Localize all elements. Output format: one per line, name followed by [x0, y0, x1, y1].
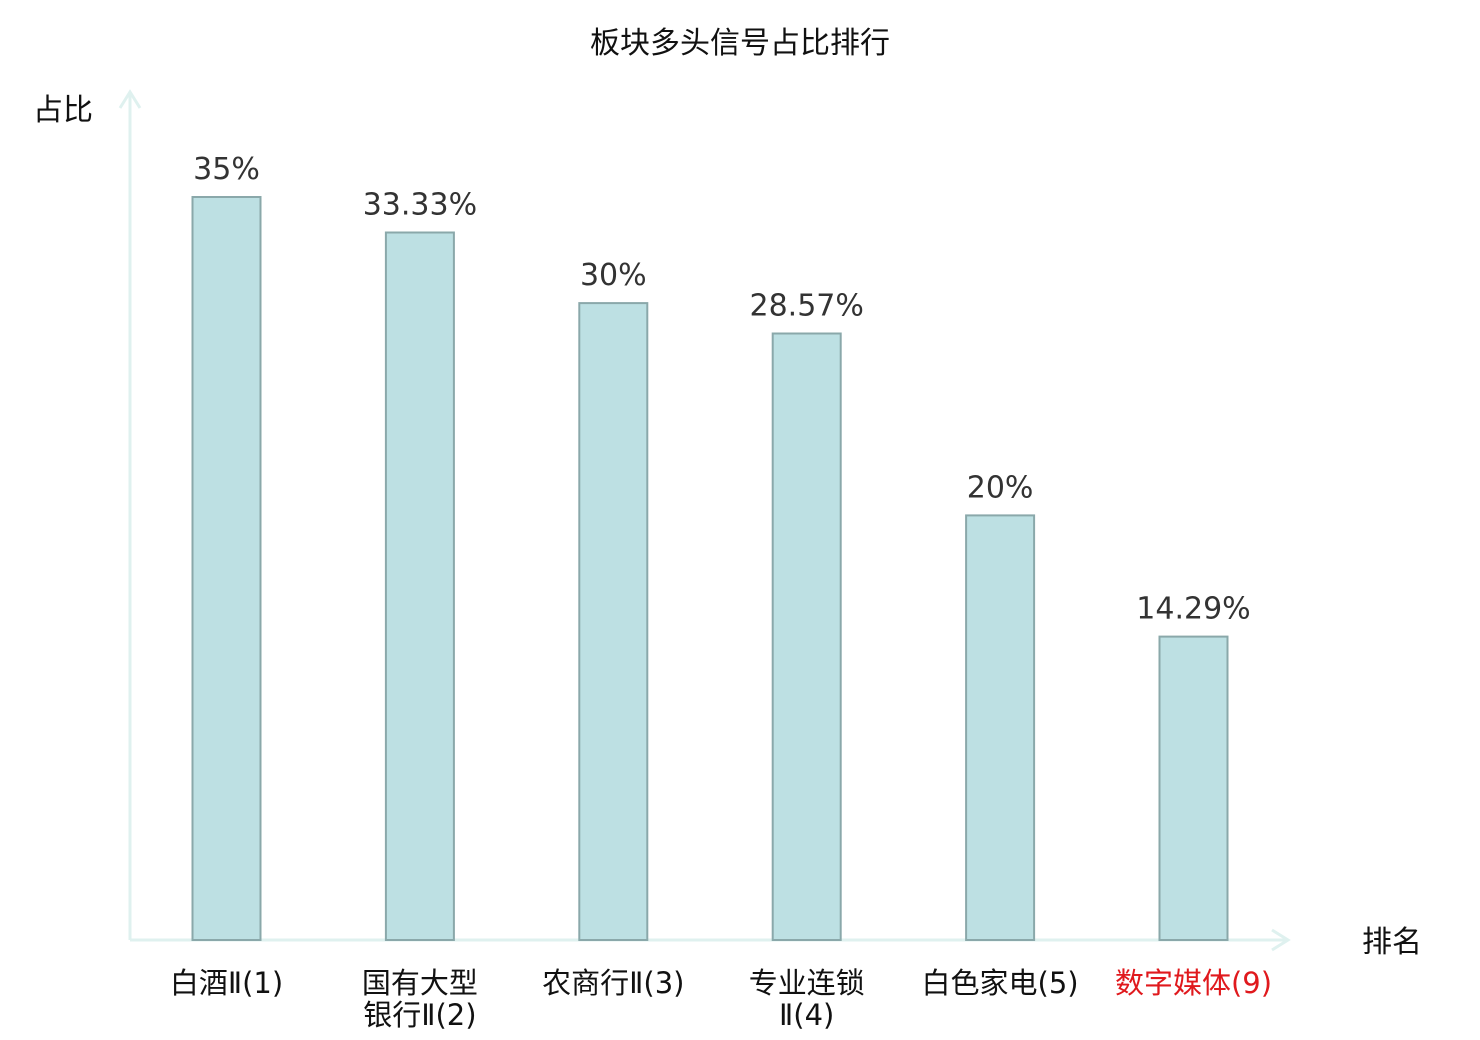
chart-title: 板块多头信号占比排行 — [590, 26, 890, 61]
bar-2 — [384, 231, 455, 941]
value-label-1: 35% — [193, 152, 260, 187]
bar-series — [191, 196, 1229, 942]
bar-6 — [1158, 635, 1229, 941]
x-axis-arrow — [1271, 928, 1291, 952]
x-tick-label-5: 白色家电(5) — [922, 966, 1079, 1000]
x-tick-label-1: 白酒Ⅱ(1) — [170, 966, 283, 1000]
x-tick-labels: 白酒Ⅱ(1) 国有大型银行Ⅱ(2) 农商行Ⅱ(3) 专业连锁 Ⅱ(4) 白色家电(5) 数字… — [170, 966, 1272, 1032]
x-tick-label-4: 专业连锁 Ⅱ(4) — [749, 966, 865, 1032]
value-label-6: 14.29% — [1136, 592, 1250, 627]
value-label-5: 20% — [967, 470, 1034, 505]
axes — [118, 89, 1291, 952]
x-tick-label-3: 农商行Ⅱ(3) — [542, 966, 684, 1000]
value-labels: 35% 33.33% 30% 28.57% 20% 14.29% — [193, 152, 1251, 627]
bar-4 — [771, 332, 842, 941]
bar-1 — [191, 196, 262, 941]
bar-3 — [578, 302, 649, 942]
value-label-4: 28.57% — [750, 289, 864, 324]
bar-5 — [965, 514, 1036, 942]
y-axis-arrow — [118, 89, 142, 109]
x-tick-label-6: 数字媒体(9) — [1115, 966, 1272, 1000]
value-label-3: 30% — [580, 258, 647, 293]
x-axis-label: 排名 — [1362, 925, 1422, 960]
y-axis-label: 占比 — [33, 93, 93, 128]
value-label-2: 33.33% — [363, 188, 477, 223]
x-tick-label-2: 国有大型银行Ⅱ(2) — [362, 966, 478, 1032]
